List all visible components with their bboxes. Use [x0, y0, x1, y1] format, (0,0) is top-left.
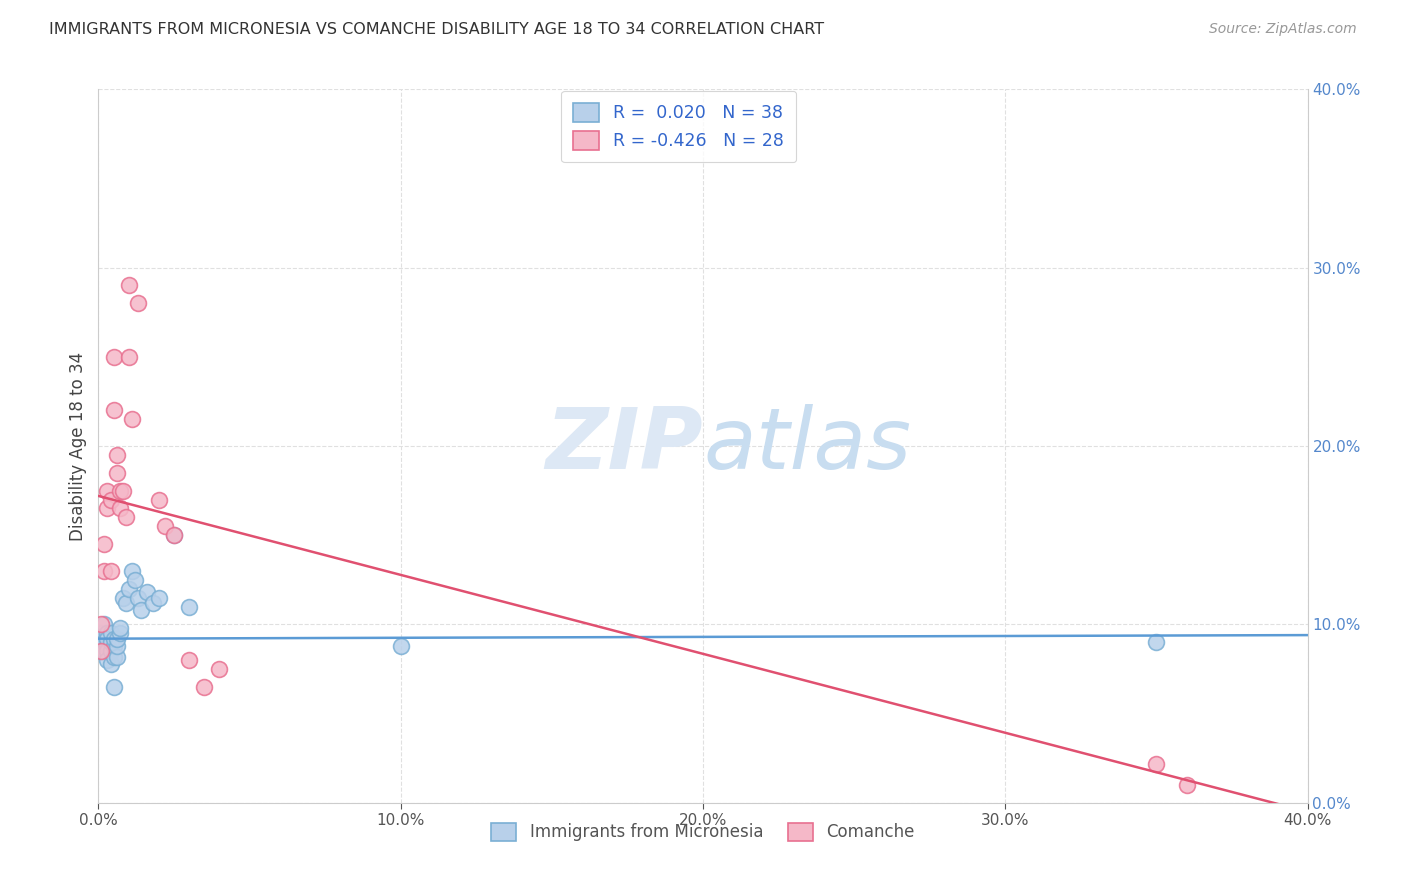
Point [118, 582, 141, 596]
Point [103, 403, 125, 417]
Point [96, 639, 118, 653]
Legend: Immigrants from Micronesia, Comanche: Immigrants from Micronesia, Comanche [485, 816, 921, 848]
Point [1144, 756, 1167, 771]
Point [114, 596, 136, 610]
Point [163, 528, 186, 542]
Text: atlas: atlas [703, 404, 911, 488]
Point [108, 626, 131, 640]
Point [100, 644, 122, 658]
Point [148, 591, 170, 605]
Point [179, 653, 201, 667]
Point [105, 649, 128, 664]
Point [103, 639, 125, 653]
Point [90, 617, 112, 632]
Point [118, 278, 141, 293]
Point [208, 662, 231, 676]
Point [90, 626, 112, 640]
Point [389, 639, 412, 653]
Point [96, 644, 118, 658]
Point [93, 617, 115, 632]
Text: ZIP: ZIP [546, 404, 703, 488]
Point [108, 483, 131, 498]
Point [142, 596, 165, 610]
Point [100, 492, 122, 507]
Point [118, 350, 141, 364]
Point [114, 510, 136, 524]
Point [100, 657, 122, 671]
Point [96, 653, 118, 667]
Point [111, 483, 134, 498]
Point [90, 644, 112, 658]
Point [108, 621, 131, 635]
Point [103, 680, 125, 694]
Point [135, 585, 157, 599]
Point [105, 448, 128, 462]
Point [96, 501, 118, 516]
Point [93, 635, 115, 649]
Text: IMMIGRANTS FROM MICRONESIA VS COMANCHE DISABILITY AGE 18 TO 34 CORRELATION CHART: IMMIGRANTS FROM MICRONESIA VS COMANCHE D… [49, 22, 824, 37]
Point [100, 564, 122, 578]
Point [108, 501, 131, 516]
Point [96, 632, 118, 646]
Point [193, 680, 215, 694]
Point [111, 591, 134, 605]
Point [93, 564, 115, 578]
Point [153, 519, 176, 533]
Point [100, 626, 122, 640]
Point [127, 591, 149, 605]
Text: Source: ZipAtlas.com: Source: ZipAtlas.com [1209, 22, 1357, 37]
Point [105, 466, 128, 480]
Point [103, 350, 125, 364]
Point [100, 635, 122, 649]
Point [105, 632, 128, 646]
Point [93, 644, 115, 658]
Point [103, 649, 125, 664]
Point [148, 492, 170, 507]
Point [1144, 635, 1167, 649]
Point [121, 412, 143, 426]
Point [179, 599, 201, 614]
Point [103, 632, 125, 646]
Point [105, 639, 128, 653]
Y-axis label: Disability Age 18 to 34: Disability Age 18 to 34 [69, 351, 87, 541]
Point [93, 537, 115, 551]
Point [96, 483, 118, 498]
Point [90, 635, 112, 649]
Point [1175, 778, 1198, 792]
Point [121, 564, 143, 578]
Point [90, 644, 112, 658]
Point [124, 573, 146, 587]
Point [96, 626, 118, 640]
Point [127, 296, 149, 310]
Point [163, 528, 186, 542]
Point [129, 603, 152, 617]
